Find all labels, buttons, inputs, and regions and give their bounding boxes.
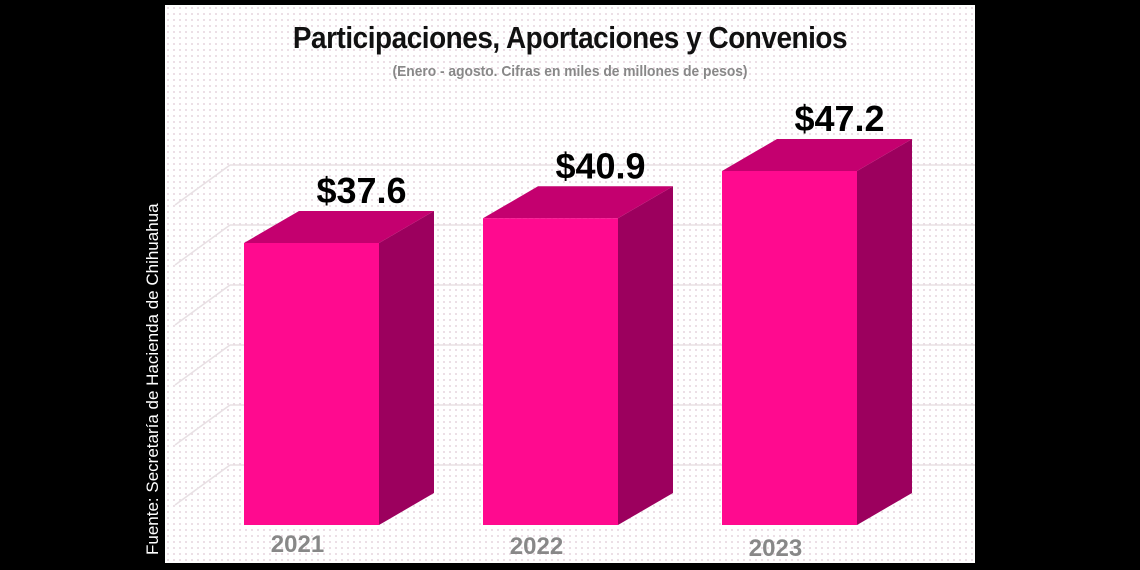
gridline-diagonal (174, 464, 231, 506)
bar-top-2022 (483, 186, 673, 219)
gridline-diagonal (174, 404, 231, 446)
bar-2021 (244, 243, 379, 525)
gridline-diagonal (174, 164, 231, 206)
chart-subtitle: (Enero - agosto. Cifras en miles de mill… (392, 63, 748, 80)
data-label: $47.2 (794, 98, 884, 139)
gridline-diagonal (174, 224, 231, 266)
gridline-diagonal (174, 344, 231, 386)
x-tick-label: 2021 (271, 531, 324, 558)
bar-side-2022 (618, 186, 673, 525)
bar-top-2023 (722, 139, 912, 171)
x-tick-label: 2023 (749, 535, 802, 562)
bar-2023 (722, 171, 857, 525)
data-label: $40.9 (555, 145, 645, 186)
bar-side-2023 (857, 139, 912, 525)
data-label: $37.6 (316, 170, 406, 211)
bar-top-2021 (244, 211, 434, 243)
bar-2022 (483, 218, 618, 525)
chart-title: Participaciones, Aportaciones y Convenio… (292, 20, 848, 55)
gridline-diagonal (174, 284, 231, 326)
x-tick-label: 2022 (510, 533, 563, 560)
bar-side-2021 (379, 211, 434, 525)
